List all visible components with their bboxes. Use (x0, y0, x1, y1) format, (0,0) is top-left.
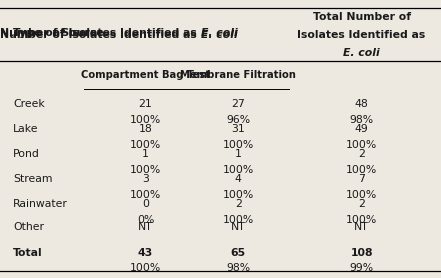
Text: Compartment Bag Test: Compartment Bag Test (81, 70, 210, 80)
Text: 18: 18 (138, 124, 153, 134)
Text: 2: 2 (235, 199, 242, 209)
Text: 1: 1 (142, 149, 149, 159)
Text: NT: NT (354, 222, 369, 232)
Text: Other: Other (13, 222, 44, 232)
Text: 108: 108 (350, 248, 373, 258)
Text: E. coli: E. coli (201, 28, 237, 38)
Text: Lake: Lake (13, 124, 39, 134)
Text: Total Number of: Total Number of (313, 12, 411, 22)
Text: 98%: 98% (350, 115, 374, 125)
Text: 100%: 100% (130, 165, 161, 175)
Text: Isolates Identified as: Isolates Identified as (298, 30, 426, 40)
Text: 100%: 100% (130, 115, 161, 125)
Text: 100%: 100% (223, 165, 254, 175)
Text: 100%: 100% (346, 140, 377, 150)
Text: 100%: 100% (130, 140, 161, 150)
Text: Pond: Pond (13, 149, 40, 159)
Text: NT: NT (231, 222, 246, 232)
Text: 100%: 100% (130, 263, 161, 273)
Text: 21: 21 (138, 99, 153, 109)
Text: 0%: 0% (137, 215, 154, 225)
Text: Membrane Filtration: Membrane Filtration (180, 70, 296, 80)
Text: 7: 7 (358, 174, 365, 184)
Text: 48: 48 (355, 99, 369, 109)
Text: E. coli: E. coli (201, 30, 237, 40)
Text: Creek: Creek (13, 99, 45, 109)
Text: 100%: 100% (223, 140, 254, 150)
Text: Type of Source: Type of Source (13, 28, 104, 38)
Text: Number of Isolates Identified as: Number of Isolates Identified as (0, 30, 201, 40)
Text: NT: NT (138, 222, 153, 232)
Text: 31: 31 (231, 124, 245, 134)
Text: 98%: 98% (226, 263, 250, 273)
Text: 100%: 100% (346, 190, 377, 200)
Text: Stream: Stream (13, 174, 53, 184)
Text: E. coli: E. coli (343, 48, 380, 58)
Text: 100%: 100% (223, 215, 254, 225)
Text: 100%: 100% (130, 190, 161, 200)
Text: 4: 4 (235, 174, 242, 184)
Text: 3: 3 (142, 174, 149, 184)
Text: Number of Isolates Identified as: Number of Isolates Identified as (0, 28, 201, 38)
Text: 2: 2 (358, 199, 365, 209)
Text: Total: Total (13, 248, 43, 258)
Text: 65: 65 (231, 248, 246, 258)
Text: 100%: 100% (346, 165, 377, 175)
Text: 2: 2 (358, 149, 365, 159)
Text: 100%: 100% (346, 215, 377, 225)
Text: 27: 27 (231, 99, 245, 109)
Text: 99%: 99% (350, 263, 374, 273)
Text: 100%: 100% (223, 190, 254, 200)
Text: 1: 1 (235, 149, 242, 159)
Text: 0: 0 (142, 199, 149, 209)
Text: 49: 49 (355, 124, 369, 134)
Text: Rainwater: Rainwater (13, 199, 68, 209)
Text: 96%: 96% (226, 115, 250, 125)
Text: 43: 43 (138, 248, 153, 258)
